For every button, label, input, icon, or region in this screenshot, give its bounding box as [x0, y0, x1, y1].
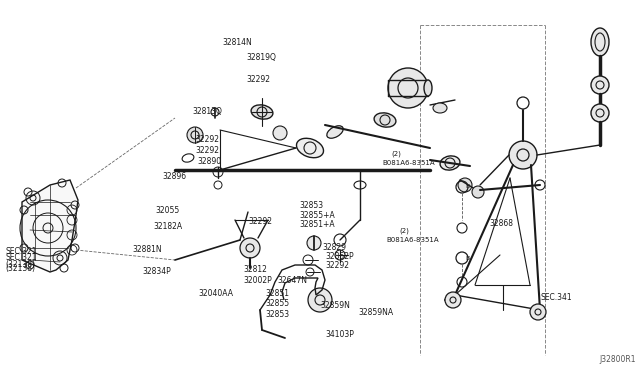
- Text: 32292: 32292: [325, 262, 349, 270]
- Text: (32138): (32138): [5, 263, 35, 273]
- Text: 32853: 32853: [300, 201, 324, 210]
- Text: 32002P: 32002P: [243, 276, 272, 285]
- Circle shape: [530, 304, 546, 320]
- Text: 32881N: 32881N: [132, 245, 162, 254]
- Text: 32813Q: 32813Q: [192, 107, 222, 116]
- Circle shape: [472, 186, 484, 198]
- Text: B081A6-8351A: B081A6-8351A: [387, 237, 439, 243]
- Text: SEC.321: SEC.321: [5, 253, 36, 263]
- Text: SEC.321: SEC.321: [5, 247, 36, 257]
- Text: 32890: 32890: [197, 157, 221, 166]
- Text: 32851: 32851: [266, 289, 289, 298]
- Text: 32812: 32812: [243, 265, 267, 274]
- Text: B: B: [465, 256, 469, 260]
- Ellipse shape: [440, 156, 460, 170]
- Text: 32055: 32055: [156, 206, 180, 215]
- Text: 32814N: 32814N: [223, 38, 252, 47]
- Ellipse shape: [296, 138, 323, 158]
- Text: 32853: 32853: [266, 310, 290, 319]
- Circle shape: [308, 288, 332, 312]
- Circle shape: [445, 292, 461, 308]
- Text: 32292: 32292: [195, 146, 219, 155]
- Circle shape: [458, 178, 472, 192]
- Text: SEC.341: SEC.341: [541, 293, 572, 302]
- Ellipse shape: [433, 103, 447, 113]
- Circle shape: [187, 127, 203, 143]
- Text: 32819Q: 32819Q: [246, 53, 276, 62]
- Text: 32896: 32896: [162, 172, 186, 181]
- Text: 32851+A: 32851+A: [300, 220, 335, 229]
- Text: B: B: [465, 185, 469, 189]
- Circle shape: [240, 238, 260, 258]
- Text: 32040AA: 32040AA: [198, 289, 234, 298]
- Text: 32647N: 32647N: [278, 276, 308, 285]
- Text: 32292: 32292: [248, 217, 273, 226]
- Circle shape: [307, 236, 321, 250]
- Circle shape: [509, 141, 537, 169]
- Ellipse shape: [251, 105, 273, 119]
- Ellipse shape: [591, 28, 609, 56]
- Text: 32292: 32292: [195, 135, 219, 144]
- Text: 32859N: 32859N: [320, 301, 350, 310]
- Text: 32852P: 32852P: [325, 252, 354, 261]
- Polygon shape: [22, 180, 78, 272]
- Ellipse shape: [327, 126, 343, 138]
- Text: 32859NA: 32859NA: [358, 308, 394, 317]
- Text: 32292: 32292: [246, 76, 270, 84]
- Text: (32138): (32138): [5, 260, 35, 269]
- Ellipse shape: [374, 113, 396, 127]
- Text: (2): (2): [392, 150, 401, 157]
- Circle shape: [591, 104, 609, 122]
- Text: 32829: 32829: [322, 243, 346, 252]
- Circle shape: [273, 126, 287, 140]
- Text: 34103P: 34103P: [325, 330, 354, 339]
- Text: 32855+A: 32855+A: [300, 211, 335, 219]
- Text: 32834P: 32834P: [142, 267, 171, 276]
- Text: J32800R1: J32800R1: [600, 355, 636, 364]
- Text: (2): (2): [399, 227, 409, 234]
- Ellipse shape: [424, 80, 432, 96]
- Text: 32182A: 32182A: [154, 222, 183, 231]
- Text: 32868: 32868: [490, 219, 514, 228]
- Circle shape: [591, 76, 609, 94]
- Text: B081A6-8351A: B081A6-8351A: [383, 160, 435, 166]
- Text: 32855: 32855: [266, 299, 290, 308]
- Circle shape: [388, 68, 428, 108]
